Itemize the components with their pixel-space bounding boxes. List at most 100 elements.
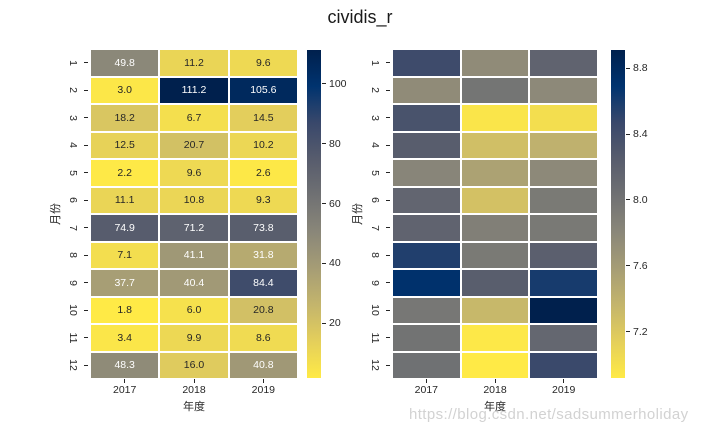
ytick-label: 9: [369, 279, 381, 286]
heatmap-cell: 9.9: [160, 325, 228, 351]
heatmap-cell: [461, 270, 529, 296]
ytick-mark: [84, 144, 88, 146]
heatmap-cell: 74.9: [91, 215, 159, 241]
heatmap-cell: 105.6: [229, 77, 297, 103]
colorbar: [307, 50, 321, 378]
colorbar-tick-label: 80: [329, 137, 341, 150]
xtick-label: 2017: [112, 384, 137, 396]
ytick-label: 5: [369, 169, 381, 176]
xtick-mark: [425, 379, 427, 383]
ytick-mark: [386, 199, 390, 201]
heatmap-cell: [461, 215, 529, 241]
heatmap-cell: 20.7: [160, 132, 228, 158]
xtick-mark: [262, 379, 264, 383]
heatmap-cell: [393, 325, 460, 351]
heatmap-cell: [530, 105, 597, 131]
heatmap-cell: 9.6: [160, 160, 228, 186]
colorbar-tick-label: 60: [329, 197, 341, 210]
ytick-mark: [84, 282, 88, 284]
colorbar-tick-mark: [626, 133, 630, 135]
ytick-mark: [386, 364, 390, 366]
colorbar-tick-mark: [626, 265, 630, 267]
heatmap-grid: [393, 50, 597, 378]
heatmap-cell: 2.2: [91, 160, 159, 186]
colorbar-tick-mark: [322, 322, 326, 324]
heatmap-cell: 16.0: [160, 352, 228, 378]
heatmap-cell: 37.7: [91, 270, 159, 296]
heatmap-cell: [530, 270, 597, 296]
heatmap-cell: 9.3: [229, 187, 297, 213]
y-axis-label: 月份: [352, 203, 364, 225]
colorbar-tick-label: 7.6: [633, 259, 648, 272]
heatmap-cell: [393, 105, 460, 131]
figure-title: cividis_r: [327, 7, 393, 27]
heatmap-cell: [530, 325, 597, 351]
heatmap-cell: [461, 132, 529, 158]
colorbar-tick-mark: [322, 203, 326, 204]
heatmap-cell: 1.8: [91, 297, 159, 323]
colorbar-tick-label: 8.0: [633, 193, 648, 206]
heatmap-cell: [530, 297, 597, 323]
xtick-label: 2019: [551, 384, 576, 396]
xtick-label: 2019: [251, 384, 276, 396]
ytick-label: 3: [67, 114, 79, 121]
heatmap-cell: [461, 77, 529, 103]
ytick-label: 12: [369, 359, 381, 372]
heatmap-cell: 7.1: [91, 242, 159, 268]
ytick-mark: [386, 144, 390, 146]
ytick-label: 8: [67, 252, 79, 259]
ytick-mark: [386, 337, 390, 339]
ytick-label: 9: [67, 279, 79, 286]
ytick-label: 2: [67, 87, 79, 94]
ytick-label: 11: [67, 332, 79, 344]
heatmap-cell: 40.4: [160, 270, 228, 296]
ytick-mark: [84, 227, 88, 229]
ytick-mark: [386, 227, 390, 229]
heatmap-cell: [393, 352, 460, 378]
ytick-label: 4: [67, 142, 79, 149]
x-axis-label: 年度: [183, 401, 205, 413]
colorbar-tick-mark: [322, 262, 326, 264]
heatmap-cell: [393, 187, 460, 213]
heatmap-cell: 6.7: [160, 105, 228, 131]
ytick-label: 6: [67, 197, 79, 204]
ytick-label: 5: [67, 169, 79, 176]
ytick-mark: [84, 62, 88, 64]
heatmap-cell: [393, 50, 460, 76]
heatmap-cell: 12.5: [91, 132, 159, 158]
heatmap-cell: 18.2: [91, 105, 159, 131]
ytick-label: 8: [369, 252, 381, 259]
ytick-label: 2: [369, 87, 381, 94]
heatmap-cell: 41.1: [160, 242, 228, 268]
colorbar-tick-label: 40: [329, 257, 341, 270]
colorbar: [611, 50, 625, 378]
heatmap-cell: 84.4: [229, 270, 297, 296]
heatmap-cell: [393, 270, 460, 296]
ytick-label: 10: [369, 304, 381, 317]
colorbar-tick-mark: [626, 331, 630, 333]
heatmap-cell: 10.8: [160, 187, 228, 213]
ytick-label: 12: [67, 359, 79, 372]
ytick-label: 3: [369, 114, 381, 121]
watermark-url: https://blog.csdn.net/sadsummerholiday: [409, 406, 689, 423]
heatmap-cell: 14.5: [229, 105, 297, 131]
ytick-label: 4: [369, 142, 381, 149]
ytick-mark: [386, 62, 390, 64]
xtick-mark: [563, 379, 565, 383]
ytick-mark: [386, 172, 390, 174]
ytick-mark: [84, 254, 88, 256]
heatmap-cell: [461, 297, 529, 323]
heatmap-cell: 3.0: [91, 77, 159, 103]
ytick-mark: [386, 309, 390, 311]
heatmap-cell: 40.8: [229, 352, 297, 378]
ytick-label: 6: [369, 197, 381, 204]
colorbar-tick-label: 7.2: [633, 325, 648, 338]
heatmap-cell: 31.8: [229, 242, 297, 268]
heatmap-cell: [530, 132, 597, 158]
colorbar-tick-mark: [322, 143, 326, 145]
heatmap-cell: [393, 215, 460, 241]
ytick-mark: [386, 89, 390, 91]
colorbar-tick-label: 8.8: [633, 62, 648, 75]
heatmap-cell: [393, 132, 460, 158]
